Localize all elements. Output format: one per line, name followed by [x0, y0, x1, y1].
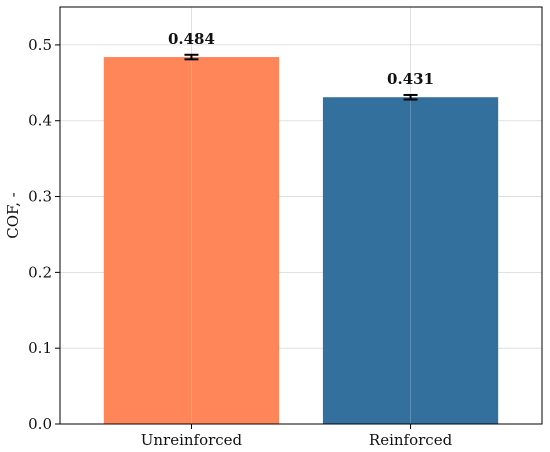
y-tick-label: 0.3	[28, 188, 52, 206]
data-labels: 0.484 0.431	[168, 30, 434, 88]
plot-frame	[59, 6, 543, 425]
x-tick-label: Unreinforced	[141, 431, 243, 449]
data-label: 0.431	[387, 70, 434, 88]
y-tick-label: 0.0	[28, 415, 52, 433]
y-tick-label: 0.5	[28, 36, 52, 54]
y-tick-label: 0.1	[28, 339, 52, 357]
y-tick-label: 0.4	[28, 112, 52, 130]
error-bars	[184, 53, 418, 101]
bar-reinforced	[322, 97, 499, 424]
y-axis-ticks: 0.0 0.1 0.2 0.3 0.4 0.5	[28, 36, 60, 433]
data-label: 0.484	[168, 30, 215, 48]
bar-unreinforced	[103, 57, 280, 424]
x-tick-label: Reinforced	[369, 431, 453, 449]
bars	[103, 57, 499, 424]
x-axis-ticks: Unreinforced Reinforced	[141, 424, 453, 449]
y-axis-title: COF, -	[4, 192, 22, 238]
y-tick-label: 0.2	[28, 263, 52, 281]
